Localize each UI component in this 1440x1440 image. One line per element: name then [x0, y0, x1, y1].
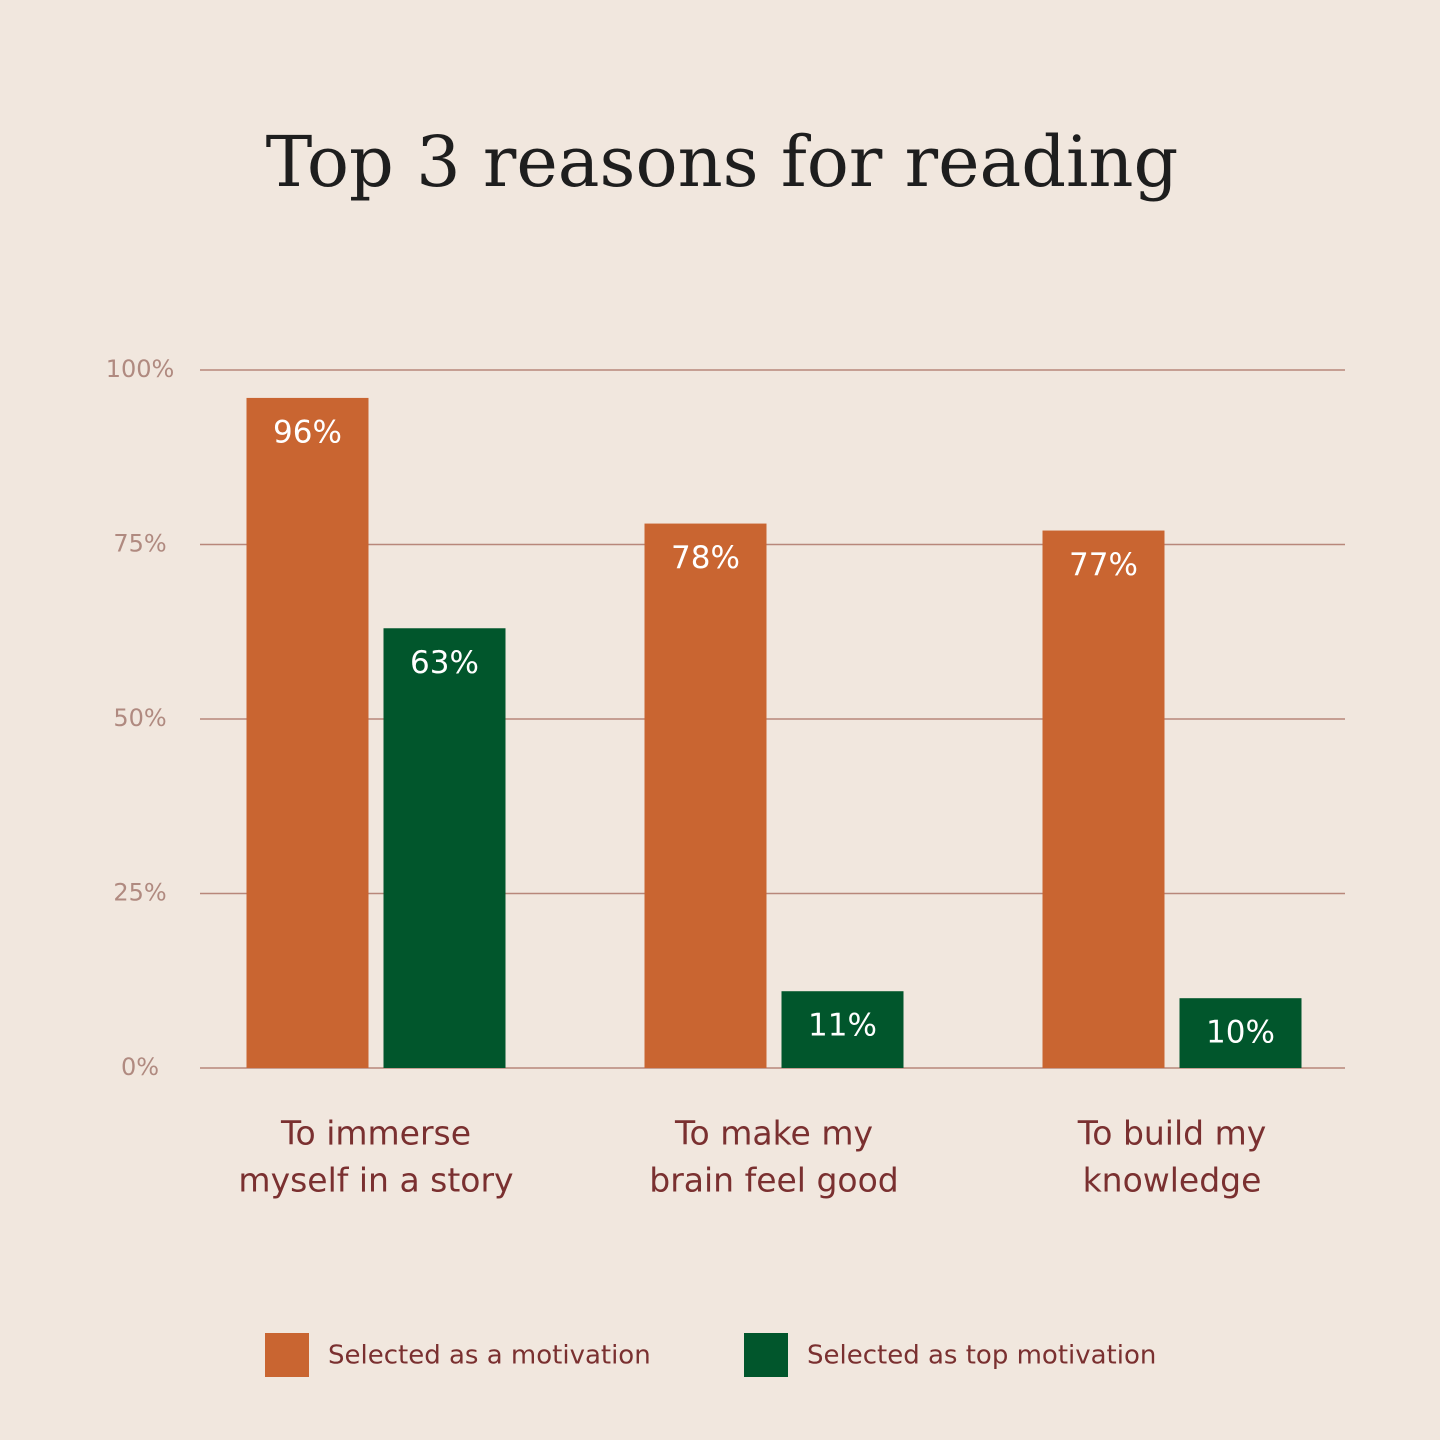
value-label: 78%	[671, 540, 740, 576]
bar	[246, 397, 369, 1068]
bar	[644, 523, 767, 1068]
y-tick-label: 100%	[106, 355, 175, 383]
bar	[383, 628, 506, 1068]
chart-title: Top 3 reasons for reading	[266, 121, 1179, 203]
value-label: 11%	[808, 1008, 877, 1044]
legend-swatch	[265, 1333, 309, 1377]
legend-label: Selected as top motivation	[807, 1341, 1156, 1371]
bar	[1179, 998, 1302, 1068]
y-tick-label: 75%	[113, 530, 166, 558]
value-label: 77%	[1069, 547, 1138, 583]
x-tick-label: brain feel good	[649, 1161, 898, 1200]
x-tick-label: knowledge	[1083, 1161, 1262, 1200]
x-tick-label: myself in a story	[238, 1161, 513, 1200]
y-tick-label: 0%	[121, 1053, 159, 1081]
bar	[1042, 530, 1165, 1068]
value-label: 10%	[1206, 1015, 1275, 1051]
legend-swatch	[744, 1333, 788, 1377]
x-tick-label: To build my	[1077, 1114, 1267, 1153]
x-tick-label: To make my	[674, 1114, 873, 1153]
x-tick-label: To immerse	[280, 1114, 471, 1153]
value-label: 63%	[410, 645, 479, 681]
bar	[781, 991, 904, 1068]
y-tick-label: 25%	[113, 879, 166, 907]
y-tick-label: 50%	[113, 704, 166, 732]
value-label: 96%	[273, 414, 342, 450]
legend-label: Selected as a motivation	[328, 1341, 651, 1371]
